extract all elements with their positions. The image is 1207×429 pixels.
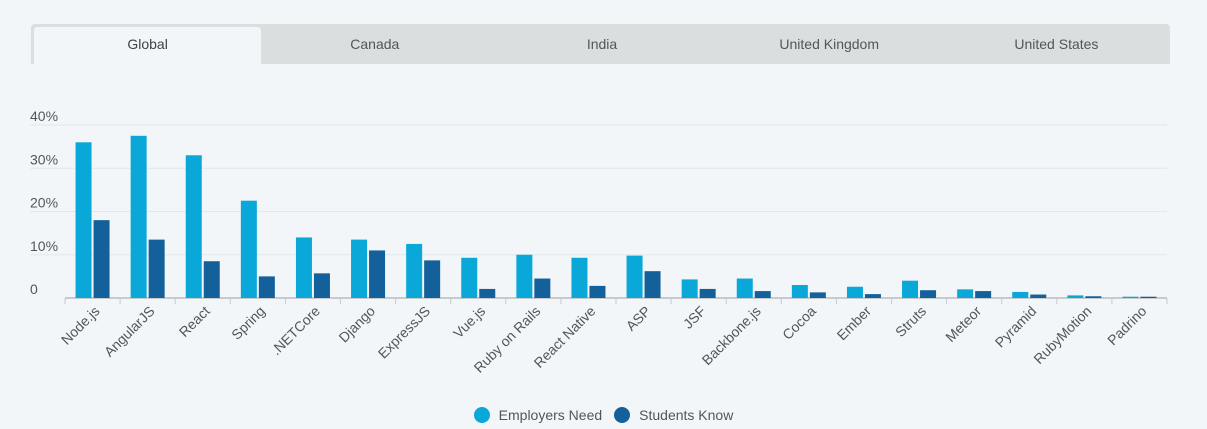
x-tick-label: Ember — [834, 303, 875, 344]
bar-students-know — [864, 294, 881, 298]
x-tick-label: Padrino — [1104, 303, 1150, 349]
bar-students-know — [148, 239, 165, 298]
bar-employers-need — [957, 289, 974, 298]
bar-employers-need — [902, 280, 919, 298]
y-tick-label: 30% — [30, 151, 58, 167]
bar-employers-need — [240, 200, 257, 298]
bar-employers-need — [351, 239, 368, 298]
bar-employers-need — [571, 257, 588, 298]
x-tick-label: Pyramid — [992, 303, 1040, 351]
bar-students-know — [258, 276, 275, 298]
bar-students-know — [920, 290, 937, 298]
bar-employers-need — [626, 255, 643, 298]
bar-students-know — [479, 288, 496, 298]
bar-employers-need — [130, 135, 147, 298]
x-tick-label: React — [176, 303, 213, 340]
bar-students-know — [93, 220, 110, 298]
legend-item-employers[interactable]: Employers Need — [473, 407, 603, 423]
tab-india[interactable]: India — [586, 36, 618, 52]
bar-students-know — [369, 250, 386, 298]
bar-students-know — [1140, 296, 1157, 298]
bar-students-know — [424, 260, 441, 298]
bar-employers-need — [461, 257, 478, 298]
bar-employers-need — [791, 285, 808, 298]
bar-students-know — [809, 292, 826, 298]
bar-students-know — [1030, 294, 1047, 298]
region-tab-bar: Global Canada India United Kingdom Unite… — [31, 24, 1170, 64]
bar-students-know — [644, 271, 661, 298]
bar-employers-need — [736, 278, 753, 298]
x-tick-label: RubyMotion — [1030, 303, 1094, 367]
chart-legend: Employers Need Students Know — [0, 407, 1207, 423]
bar-students-know — [203, 261, 220, 298]
employers-swatch-icon — [473, 407, 490, 423]
x-tick-label: Spring — [228, 303, 268, 343]
legend-label-students: Students Know — [639, 407, 734, 423]
y-tick-label: 10% — [30, 238, 58, 254]
bar-employers-need — [846, 286, 863, 298]
bar-students-know — [534, 278, 551, 298]
legend-label-employers: Employers Need — [498, 407, 603, 423]
bar-students-know — [975, 291, 992, 298]
bar-employers-need — [516, 254, 533, 298]
x-tick-label: Struts — [892, 303, 929, 340]
y-tick-label: 0 — [30, 281, 38, 297]
bar-employers-need — [185, 155, 202, 298]
tab-global[interactable]: Global — [34, 27, 262, 64]
x-tick-label: Cocoa — [779, 303, 819, 343]
x-tick-label: ASP — [623, 303, 654, 334]
x-tick-label: Backbone.js — [699, 303, 764, 368]
bar-employers-need — [1012, 291, 1029, 298]
bar-students-know — [313, 273, 330, 298]
x-tick-label: Node.js — [58, 303, 103, 348]
bar-students-know — [699, 288, 716, 298]
bar-employers-need — [681, 279, 698, 298]
x-tick-label: ExpressJS — [375, 303, 434, 362]
tab-united-states[interactable]: United States — [1014, 36, 1099, 52]
x-tick-label: .NETCore — [268, 303, 323, 358]
bar-students-know — [754, 291, 771, 298]
bar-employers-need — [406, 243, 423, 298]
bar-employers-need — [1122, 296, 1139, 298]
legend-item-students[interactable]: Students Know — [614, 407, 733, 423]
x-tick-label: Meteor — [942, 303, 984, 345]
y-tick-label: 40% — [30, 108, 58, 124]
bar-employers-need — [1067, 295, 1084, 298]
bar-students-know — [1085, 296, 1102, 298]
x-tick-label: AngularJS — [101, 303, 158, 360]
tab-united-kingdom[interactable]: United Kingdom — [779, 36, 880, 52]
x-tick-label: Vue.js — [450, 303, 488, 341]
tab-canada[interactable]: Canada — [350, 36, 400, 52]
y-tick-label: 20% — [30, 195, 58, 211]
students-swatch-icon — [614, 407, 631, 423]
x-tick-label: Django — [335, 303, 378, 346]
bar-students-know — [589, 285, 606, 298]
bar-employers-need — [295, 237, 312, 298]
x-tick-label: JSF — [680, 303, 709, 332]
bar-employers-need — [75, 142, 92, 298]
